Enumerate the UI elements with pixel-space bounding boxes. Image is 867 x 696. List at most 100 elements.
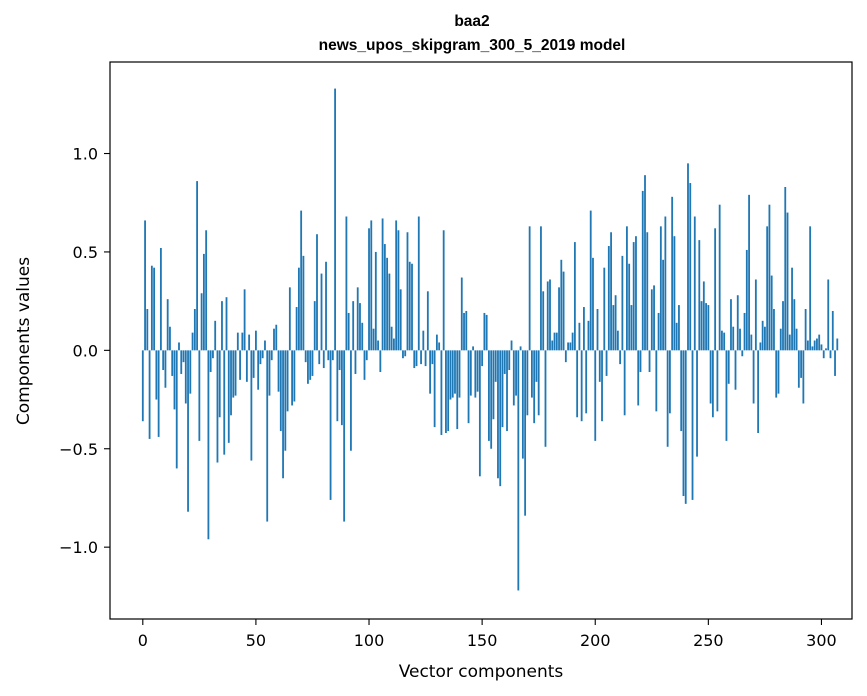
bar-203 xyxy=(601,350,603,422)
bar-221 xyxy=(641,190,644,351)
bar-102 xyxy=(372,328,375,351)
bar-208 xyxy=(612,305,615,351)
bar-93 xyxy=(352,301,355,351)
bar-120 xyxy=(413,350,416,369)
bar-61 xyxy=(279,350,282,432)
bar-52 xyxy=(259,350,262,365)
bar-177 xyxy=(542,291,545,351)
bar-166 xyxy=(517,350,520,591)
bar-264 xyxy=(739,328,741,351)
bar-101 xyxy=(370,220,373,351)
bar-75 xyxy=(311,350,314,376)
bar-290 xyxy=(797,350,800,388)
bar-109 xyxy=(388,273,391,351)
bar-98 xyxy=(363,350,366,380)
bar-234 xyxy=(671,196,674,351)
bar-298 xyxy=(816,338,818,351)
bar-186 xyxy=(562,271,565,351)
bar-192 xyxy=(576,350,579,418)
bar-17 xyxy=(180,350,183,374)
bar-24 xyxy=(196,181,198,351)
bar-295 xyxy=(809,226,812,351)
bar-157 xyxy=(497,350,499,479)
bar-139 xyxy=(456,350,459,430)
bar-64 xyxy=(286,350,289,412)
bar-110 xyxy=(390,326,393,351)
bar-69 xyxy=(297,267,300,351)
bar-155 xyxy=(492,350,495,420)
bar-230 xyxy=(662,259,665,351)
bar-150 xyxy=(481,350,484,367)
bar-46 xyxy=(245,350,248,382)
bar-261 xyxy=(732,326,735,351)
bar-20 xyxy=(187,350,189,512)
bar-85 xyxy=(334,88,336,351)
bar-291 xyxy=(800,350,803,378)
bar-164 xyxy=(512,350,515,406)
bar-233 xyxy=(668,350,671,414)
bar-147 xyxy=(474,350,477,398)
bar-154 xyxy=(490,350,493,449)
bar-31 xyxy=(212,350,214,359)
bar-38 xyxy=(227,350,230,443)
bar-225 xyxy=(650,289,653,351)
bar-128 xyxy=(431,350,434,365)
bar-141 xyxy=(460,277,463,351)
bar-71 xyxy=(302,255,305,351)
bar-272 xyxy=(757,350,760,433)
bar-267 xyxy=(745,249,748,351)
bar-32 xyxy=(214,320,217,351)
bar-245 xyxy=(696,350,698,457)
bar-138 xyxy=(454,350,456,394)
bar-220 xyxy=(639,350,642,372)
bar-248 xyxy=(702,281,705,351)
bar-145 xyxy=(469,350,472,396)
bar-268 xyxy=(748,194,750,351)
bar-103 xyxy=(374,251,377,351)
bar-63 xyxy=(284,350,287,451)
bar-165 xyxy=(515,350,517,396)
bar-117 xyxy=(406,232,409,351)
bar-304 xyxy=(829,350,832,359)
bar-190 xyxy=(571,332,574,351)
bar-262 xyxy=(734,350,737,390)
bar-258 xyxy=(725,350,728,441)
bar-293 xyxy=(804,309,807,351)
bar-242 xyxy=(689,183,692,351)
bar-68 xyxy=(295,307,298,351)
bar-280 xyxy=(775,350,778,398)
chart-subtitle: news_upos_skipgram_300_5_2019 model xyxy=(319,37,626,54)
bar-36 xyxy=(223,350,226,455)
bar-303 xyxy=(827,279,830,351)
bar-16 xyxy=(178,342,180,351)
bar-112 xyxy=(395,220,398,351)
bar-130 xyxy=(435,334,438,351)
bar-57 xyxy=(270,350,273,361)
bar-191 xyxy=(573,242,576,351)
bar-176 xyxy=(540,226,542,351)
bar-285 xyxy=(786,212,789,351)
bar-212 xyxy=(621,255,624,351)
bar-158 xyxy=(499,350,502,487)
bar-114 xyxy=(399,289,402,351)
bar-307 xyxy=(836,338,839,351)
bar-151 xyxy=(483,312,486,351)
bar-207 xyxy=(610,232,612,351)
x-axis-ticks: 0 50 100 150 200 250 300 xyxy=(138,619,837,650)
bar-288 xyxy=(793,299,796,351)
bar-87 xyxy=(338,350,341,371)
bar-296 xyxy=(811,346,814,351)
bar-99 xyxy=(365,350,368,361)
bar-197 xyxy=(587,320,590,351)
bar-201 xyxy=(596,309,599,351)
bar-series xyxy=(141,88,839,591)
bar-199 xyxy=(592,257,594,351)
bar-271 xyxy=(754,279,757,351)
bar-227 xyxy=(655,350,658,412)
bar-231 xyxy=(664,216,667,351)
bar-217 xyxy=(632,242,635,351)
bar-178 xyxy=(544,350,547,447)
bar-26 xyxy=(200,293,203,351)
bar-156 xyxy=(494,350,497,382)
bar-77 xyxy=(316,234,318,351)
